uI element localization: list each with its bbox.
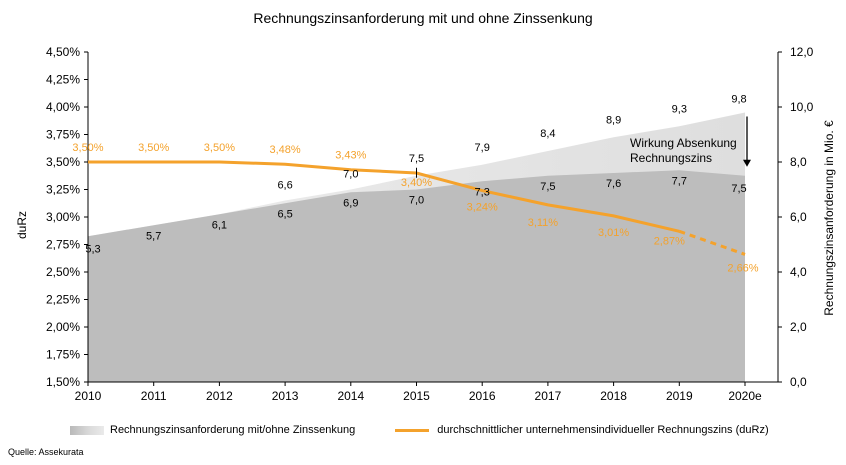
x-tick-label: 2020e (728, 389, 762, 403)
legend-label-line: durchschnittlicher unternehmensindividue… (437, 424, 769, 436)
y-right-tick-label: 12,0 (790, 45, 814, 59)
y-right-tick-label: 10,0 (790, 100, 814, 114)
y-left-tick-label: 4,00% (46, 100, 80, 114)
legend-label-area: Rechnungszinsanforderung mit/ohne Zinsse… (110, 424, 356, 436)
mit-data-label: 7,6 (606, 178, 621, 190)
durz-line (88, 160, 680, 233)
annotation-line-2: Rechnungszins (630, 151, 712, 165)
durz-data-label: 3,50% (138, 142, 169, 154)
ohne-data-label: 7,9 (475, 142, 490, 154)
y-left-tick-label: 4,25% (46, 73, 80, 87)
ohne-data-label: 7,0 (343, 169, 358, 181)
durz-data-label: 3,11% (528, 217, 559, 229)
x-tick-label: 2012 (206, 389, 233, 403)
mit-data-label: 7,0 (409, 195, 424, 207)
y-left-axis-title: duRz (15, 211, 29, 239)
annotation-arrow-head (743, 159, 751, 167)
ohne-data-label: 9,8 (731, 94, 746, 106)
y-left-tick-label: 2,25% (46, 293, 80, 307)
legend-swatch-line (395, 428, 430, 432)
mit-data-label: 6,5 (277, 208, 292, 220)
y-right-tick-label: 0,0 (790, 375, 807, 389)
durz-data-label: 3,40% (401, 177, 432, 189)
mit-data-label: 7,3 (475, 186, 490, 198)
legend-item-area: Rechnungszinsanforderung mit/ohne Zinsse… (70, 424, 355, 436)
x-tick-label: 2018 (600, 389, 627, 403)
mit-data-label: 7,5 (731, 183, 746, 195)
y-left-tick-label: 3,50% (46, 155, 80, 169)
x-tick-label: 2014 (337, 389, 364, 403)
mit-data-label: 6,9 (343, 197, 358, 209)
ohne-data-label: 7,5 (409, 153, 424, 165)
mit-data-label: 5,7 (146, 230, 161, 242)
x-tick-label: 2019 (666, 389, 693, 403)
y-right-axis-title: Rechnungszinsanforderung in Mio. € (822, 120, 836, 316)
mit-data-label: 7,7 (672, 175, 687, 187)
x-tick-label: 2016 (469, 389, 496, 403)
y-right-tick-label: 4,0 (790, 265, 807, 279)
y-left-tick-label: 3,75% (46, 128, 80, 142)
x-tick-label: 2015 (403, 389, 430, 403)
x-tick-label: 2013 (272, 389, 299, 403)
legend-swatch-area (70, 425, 104, 435)
x-tick-label: 2011 (141, 389, 167, 403)
y-left-tick-label: 2,75% (46, 238, 80, 252)
legend: Rechnungszinsanforderung mit/ohne Zinsse… (70, 424, 809, 436)
mit-data-label: 6,1 (212, 219, 227, 231)
durz-data-label: 2,66% (727, 262, 758, 274)
chart-title: Rechnungszinsanforderung mit und ohne Zi… (253, 10, 593, 26)
ohne-data-label: 8,4 (540, 128, 555, 140)
durz-data-label: 3,24% (467, 202, 498, 214)
annotation-line-1: Wirkung Absenkung (630, 136, 737, 150)
y-left-tick-label: 1,75% (46, 348, 80, 362)
y-left-tick-label: 1,50% (46, 375, 80, 389)
ohne-data-label: 8,9 (606, 114, 621, 126)
area-mit-zinssenkung (88, 170, 745, 382)
durz-data-label: 3,43% (335, 150, 366, 162)
durz-data-label: 2,87% (654, 235, 685, 247)
ohne-data-label: 9,3 (672, 103, 687, 115)
durz-data-label: 3,50% (72, 142, 103, 154)
x-tick-label: 2010 (75, 389, 102, 403)
durz-data-label: 3,48% (269, 144, 300, 156)
legend-item-line: durchschnittlicher unternehmensindividue… (395, 424, 769, 436)
source-note: Quelle: Assekurata (8, 447, 84, 457)
mit-data-label: 7,5 (540, 181, 555, 193)
y-left-tick-label: 4,50% (46, 45, 80, 59)
x-tick-label: 2017 (535, 389, 562, 403)
y-right-tick-label: 6,0 (790, 210, 807, 224)
y-left-tick-label: 3,25% (46, 183, 80, 197)
y-left-tick-label: 2,50% (46, 265, 80, 279)
y-right-tick-label: 8,0 (790, 155, 807, 169)
y-left-tick-label: 3,00% (46, 210, 80, 224)
durz-line-dashed (678, 229, 746, 256)
durz-data-label: 3,01% (598, 227, 629, 239)
durz-data-label: 3,50% (204, 142, 235, 154)
y-right-tick-label: 2,0 (790, 320, 807, 334)
ohne-data-label: 6,6 (277, 180, 292, 192)
mit-data-label: 5,3 (85, 243, 100, 255)
y-left-tick-label: 2,00% (46, 320, 80, 334)
